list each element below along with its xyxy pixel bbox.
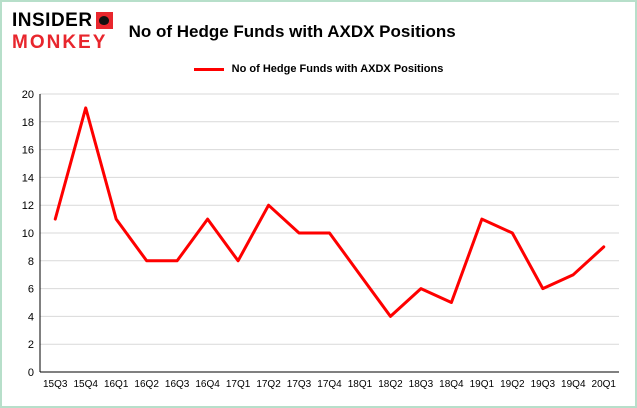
y-tick-label: 10: [22, 228, 34, 240]
x-tick-label: 17Q4: [317, 379, 342, 390]
y-tick-label: 2: [28, 339, 34, 351]
y-tick-label: 0: [28, 367, 34, 379]
y-tick-label: 16: [22, 145, 34, 157]
header: INSIDER MONKEY No of Hedge Funds with AX…: [12, 11, 456, 52]
monkey-face-icon: [99, 16, 110, 25]
data-line: [53, 106, 606, 318]
x-tick-label: 19Q1: [470, 379, 495, 390]
x-tick-label: 17Q3: [287, 379, 312, 390]
logo-text-insider: INSIDER: [12, 10, 93, 31]
x-tick-label: 15Q4: [73, 379, 98, 390]
y-tick-label: 8: [28, 256, 34, 268]
y-tick-label: 4: [28, 311, 34, 323]
insider-monkey-logo: INSIDER MONKEY: [12, 11, 113, 52]
x-tick-label: 18Q1: [348, 379, 373, 390]
x-tick-label: 19Q3: [531, 379, 556, 390]
x-tick-label: 17Q1: [226, 379, 251, 390]
x-tick-label: 16Q2: [134, 379, 159, 390]
y-tick-label: 20: [22, 89, 34, 101]
y-tick-label: 12: [22, 200, 34, 212]
x-tick-label: 16Q3: [165, 379, 190, 390]
logo-text-monkey: MONKEY: [12, 32, 108, 53]
legend-line-swatch: [193, 67, 224, 71]
legend-label: No of Hedge Funds with AXDX Positions: [231, 63, 444, 75]
x-tick-label: 16Q1: [104, 379, 129, 390]
x-tick-label: 17Q2: [256, 379, 281, 390]
y-tick-label: 18: [22, 117, 34, 129]
x-tick-label: 16Q4: [195, 379, 220, 390]
x-tick-label: 18Q4: [439, 379, 464, 390]
chart-title: No of Hedge Funds with AXDX Positions: [128, 21, 456, 41]
x-tick-label: 20Q1: [592, 379, 617, 390]
y-tick-label: 14: [22, 172, 34, 184]
y-tick-label: 6: [28, 284, 34, 296]
logo-row-insider: INSIDER: [12, 11, 113, 30]
x-tick-label: 18Q2: [378, 379, 403, 390]
x-tick-label: 19Q4: [561, 379, 586, 390]
x-tick-label: 18Q3: [409, 379, 434, 390]
legend: No of Hedge Funds with AXDX Positions: [2, 63, 635, 75]
line-chart: 0 2 4 6 8 10 12 14 16 18 20 15Q3 15Q4 16Q1 16Q2 16Q3 16Q…: [22, 89, 619, 390]
x-tick-label: 15Q3: [43, 379, 68, 390]
monkey-icon: [95, 12, 113, 29]
x-tick-label: 19Q2: [500, 379, 525, 390]
